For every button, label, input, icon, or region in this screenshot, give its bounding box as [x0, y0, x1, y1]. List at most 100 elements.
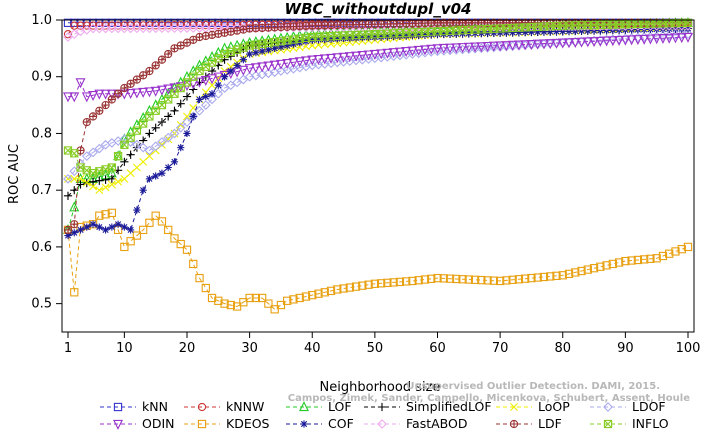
- y-axis: 0.5 0.6 0.7 0.8 0.9 1.0: [31, 13, 62, 312]
- legend-marker: [377, 402, 387, 412]
- data-point: [582, 37, 593, 48]
- legend-item-INFLO: INFLO: [590, 416, 669, 431]
- data-point: [238, 65, 249, 76]
- data-point: [145, 175, 154, 183]
- legend-label: LDF: [538, 416, 562, 431]
- legend-marker: [300, 420, 308, 428]
- data-point: [502, 276, 511, 285]
- y-tick-label: 0.7: [31, 183, 52, 198]
- data-point: [419, 45, 430, 56]
- series-line-INFLO: [67, 22, 689, 174]
- data-point: [156, 93, 167, 104]
- data-point: [182, 117, 192, 127]
- legend-label: COF: [328, 416, 354, 431]
- data-point: [176, 21, 185, 30]
- data-point: [200, 75, 211, 86]
- data-point: [70, 288, 79, 297]
- data-point: [89, 220, 97, 228]
- data-point: [189, 72, 198, 81]
- data-point: [521, 28, 529, 36]
- data-point: [233, 61, 241, 69]
- y-tick-label: 1.0: [31, 13, 52, 28]
- data-point: [308, 290, 317, 300]
- x-tick-label: 10: [116, 341, 133, 356]
- data-point: [457, 43, 468, 54]
- data-point: [339, 34, 348, 43]
- legend-item-LOF: LOF: [286, 399, 352, 414]
- data-point: [75, 78, 86, 89]
- data-point: [645, 34, 656, 45]
- data-point: [220, 299, 229, 308]
- data-point: [314, 35, 323, 44]
- data-point: [107, 21, 116, 30]
- data-point: [151, 61, 160, 70]
- data-point: [495, 276, 505, 286]
- data-point: [81, 92, 92, 103]
- data-point: [126, 237, 135, 246]
- data-point: [182, 92, 192, 101]
- data-point: [521, 274, 530, 283]
- data-point: [150, 86, 161, 97]
- watermark-line-2: Campos, Zimek, Sander, Campello, Micenko…: [288, 393, 690, 404]
- data-point: [683, 29, 693, 40]
- data-point: [157, 55, 167, 64]
- data-point: [120, 223, 128, 231]
- data-point: [440, 30, 448, 38]
- data-point: [532, 39, 543, 50]
- data-point: [571, 268, 580, 277]
- data-point: [94, 89, 105, 100]
- data-point: [144, 145, 155, 156]
- x-tick-label: 20: [179, 341, 196, 356]
- data-point: [546, 272, 555, 281]
- data-point: [114, 220, 122, 228]
- y-axis-label: ROC AUC: [7, 144, 22, 204]
- data-point: [82, 21, 91, 30]
- data-point: [327, 35, 335, 43]
- x-tick-label: 50: [367, 341, 384, 356]
- data-point: [564, 38, 574, 49]
- data-point: [289, 295, 298, 304]
- data-point: [300, 56, 311, 67]
- legend-label: SimplifiedLOF: [406, 399, 492, 414]
- data-point: [339, 284, 348, 293]
- data-point: [95, 211, 104, 220]
- data-point: [489, 276, 499, 285]
- data-point: [358, 33, 366, 42]
- data-point: [194, 105, 205, 116]
- data-point: [358, 281, 367, 290]
- legend-marker: [197, 402, 207, 412]
- legend-item-LDOF: LDOF: [590, 399, 666, 414]
- data-point: [551, 38, 562, 49]
- plot-frame: [61, 19, 695, 333]
- y-tick-label: 0.8: [31, 126, 52, 141]
- data-point: [427, 274, 436, 283]
- data-point: [421, 31, 429, 39]
- data-point: [301, 292, 311, 301]
- data-point: [145, 129, 154, 138]
- data-point: [169, 128, 180, 139]
- data-point: [64, 231, 72, 240]
- data-point: [633, 255, 643, 265]
- data-point: [383, 278, 392, 287]
- data-point: [83, 223, 91, 231]
- data-point: [108, 223, 116, 231]
- data-point: [502, 29, 510, 37]
- data-point: [602, 261, 611, 270]
- data-point: [445, 274, 455, 283]
- chart-title: WBC_withoutdupl_v04: [285, 0, 472, 18]
- data-point: [144, 104, 155, 115]
- data-point: [683, 242, 693, 252]
- data-point: [76, 180, 85, 189]
- series-line-KDEOS: [67, 212, 689, 310]
- data-point: [188, 65, 199, 76]
- data-point: [333, 35, 341, 43]
- data-point: [351, 51, 362, 62]
- data-point: [195, 273, 204, 283]
- data-point: [239, 298, 248, 307]
- data-point: [264, 299, 273, 308]
- data-point: [214, 29, 223, 38]
- data-point: [144, 87, 155, 98]
- data-point: [88, 91, 99, 101]
- data-point: [564, 269, 574, 279]
- data-point: [145, 66, 154, 76]
